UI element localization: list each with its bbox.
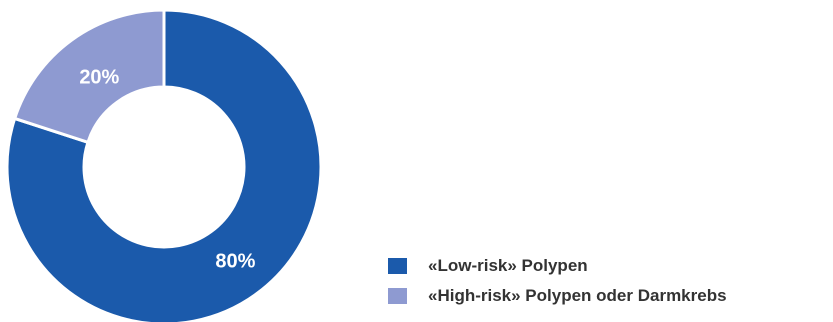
legend-swatch-high-risk	[388, 288, 407, 304]
legend-swatch-low-risk	[388, 258, 407, 274]
legend-label-high-risk: «High-risk» Polypen oder Darmkrebs	[428, 286, 727, 305]
slice-label-high-risk: 20%	[79, 66, 119, 88]
legend: «Low-risk» Polypen «High-risk» Polypen o…	[388, 256, 727, 317]
donut-slice-low-risk	[5, 8, 323, 322]
slice-label-low-risk: 80%	[215, 251, 255, 273]
legend-item-low-risk: «Low-risk» Polypen	[388, 256, 727, 275]
legend-item-high-risk: «High-risk» Polypen oder Darmkrebs	[388, 286, 727, 305]
legend-label-low-risk: «Low-risk» Polypen	[428, 256, 588, 275]
donut-chart: 80% 20%	[5, 8, 323, 322]
donut-slice-high-risk	[12, 8, 166, 145]
